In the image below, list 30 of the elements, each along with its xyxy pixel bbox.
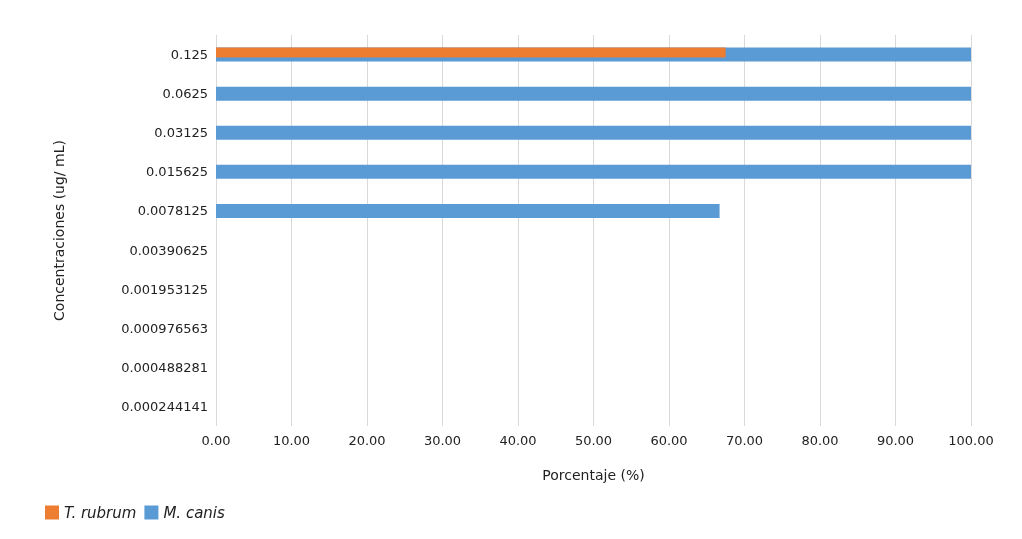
- x-axis-title: Porcentaje (%): [542, 467, 645, 483]
- bar: [216, 86, 971, 101]
- y-tick-label: 0.0625: [162, 86, 208, 102]
- bar: [216, 203, 720, 218]
- bar: [216, 47, 726, 58]
- x-tick-label: 70.00: [725, 433, 764, 448]
- y-tick-label: 0.0078125: [137, 203, 208, 219]
- x-tick-label: 40.00: [499, 433, 537, 448]
- x-tick-label: 100.00: [948, 433, 994, 448]
- y-axis-title: Concentraciones (ug/ mL): [51, 140, 67, 321]
- x-tick-label: 50.00: [574, 433, 613, 448]
- legend-label: M. canis: [163, 503, 225, 522]
- x-tick-label: 20.00: [348, 433, 386, 448]
- x-tick-label: 90.00: [876, 433, 915, 448]
- x-tick-label: 30.00: [423, 433, 462, 448]
- y-tick-label: 0.125: [170, 47, 208, 63]
- x-tick-label: 80.00: [801, 433, 839, 448]
- x-tick-label: 10.00: [272, 433, 311, 448]
- bar: [216, 164, 971, 179]
- y-tick-label: 0.00390625: [129, 242, 208, 258]
- y-tick-label: 0.000488281: [121, 359, 208, 375]
- x-tick-label: 0.00: [201, 433, 231, 448]
- y-tick-label: 0.015625: [145, 164, 208, 180]
- bar: [216, 125, 971, 140]
- legend-label: T. rubrum: [64, 503, 137, 522]
- y-tick-label: 0.000976563: [121, 320, 208, 336]
- y-tick-label: 0.001953125: [121, 281, 208, 297]
- y-tick-label: 0.03125: [154, 125, 208, 141]
- y-tick-label: 0.000244141: [121, 398, 208, 414]
- x-tick-label: 60.00: [650, 433, 688, 448]
